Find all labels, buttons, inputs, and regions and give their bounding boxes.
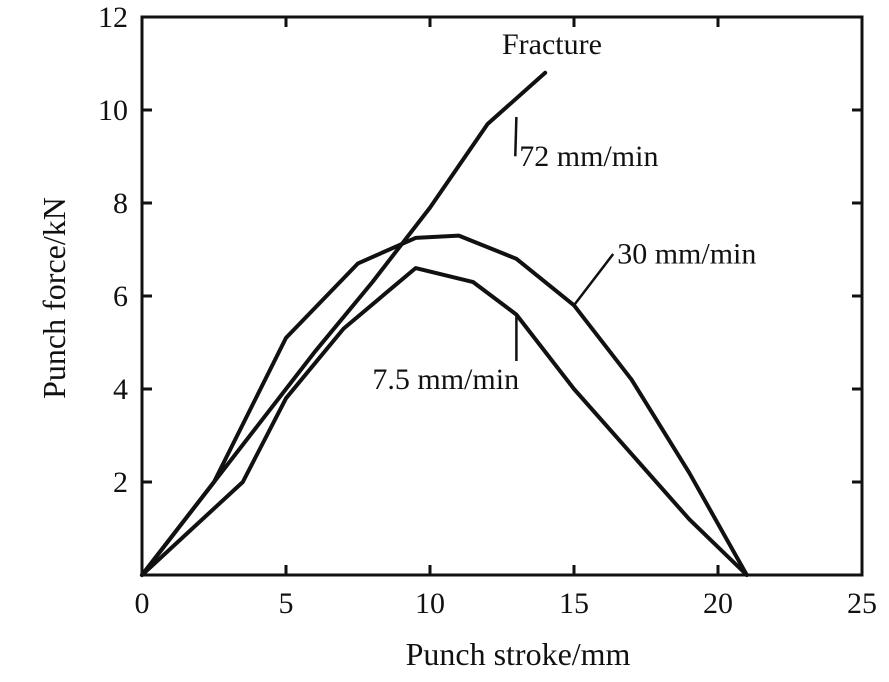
- annotation-labels: Fracture 72 mm/min 30 mm/min 7.5 mm/min: [372, 28, 756, 396]
- y-tick-label: 10: [98, 94, 128, 127]
- x-tick-label: 25: [847, 587, 877, 620]
- y-tick-label: 8: [113, 187, 128, 220]
- x-tick-label: 20: [703, 587, 733, 620]
- x-tick-label: 10: [415, 587, 445, 620]
- tick-labels: 0 5 10 15 20 25 2 4 6 8 10 12: [98, 1, 877, 620]
- annotation-label: 7.5 mm/min: [372, 363, 519, 396]
- y-tick-label: 2: [113, 466, 128, 499]
- y-tick-label: 6: [113, 280, 128, 313]
- x-tick-label: 15: [559, 587, 589, 620]
- annotation-leader: [573, 253, 615, 307]
- annotation-label: Fracture: [502, 28, 602, 61]
- axis-ticks: [142, 17, 862, 575]
- annotation-leaders: [514, 116, 615, 361]
- y-axis-title: Punch force/kN: [36, 197, 72, 399]
- x-axis-title: Punch stroke/mm: [406, 636, 631, 672]
- series-line: [140, 233, 749, 577]
- series-curves: [140, 70, 749, 577]
- annotation-label: 72 mm/min: [519, 140, 658, 173]
- annotation-label: 30 mm/min: [617, 237, 756, 270]
- plot-frame: [140, 15, 864, 577]
- x-tick-label: 5: [279, 587, 294, 620]
- y-tick-label: 4: [113, 373, 128, 406]
- y-tick-label: 12: [98, 1, 128, 34]
- series-line: [140, 266, 749, 577]
- annotation-leader: [514, 116, 518, 157]
- x-tick-label: 0: [135, 587, 150, 620]
